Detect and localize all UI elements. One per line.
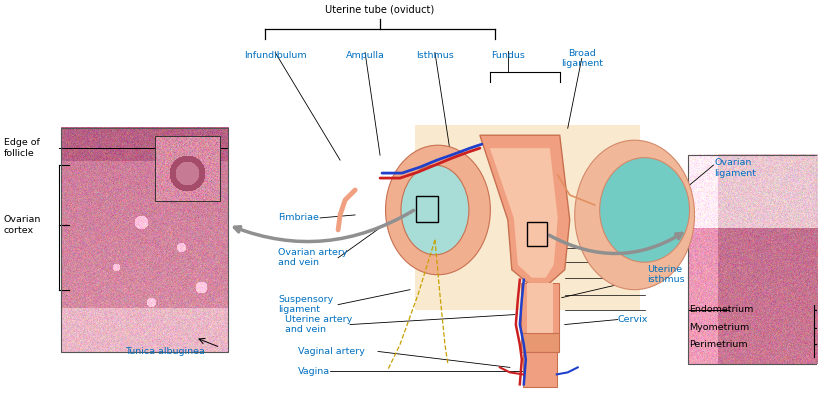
Text: Isthmus: Isthmus bbox=[416, 51, 454, 59]
Text: Vaginal artery: Vaginal artery bbox=[299, 347, 365, 356]
Text: Uterine tube (oviduct): Uterine tube (oviduct) bbox=[326, 5, 434, 15]
Text: Uterine
isthmus: Uterine isthmus bbox=[648, 265, 685, 285]
Text: Ampulla: Ampulla bbox=[346, 51, 384, 59]
Polygon shape bbox=[480, 135, 569, 285]
Text: Edge of
follicle: Edge of follicle bbox=[4, 138, 39, 158]
Text: Ovarian
ligament: Ovarian ligament bbox=[714, 158, 757, 178]
Ellipse shape bbox=[401, 165, 469, 255]
Text: Vagina: Vagina bbox=[299, 367, 330, 376]
Polygon shape bbox=[415, 125, 640, 310]
Ellipse shape bbox=[600, 158, 690, 262]
Bar bbox=[523, 353, 557, 387]
Text: Fimbriae: Fimbriae bbox=[278, 213, 319, 222]
Text: Infundibulum: Infundibulum bbox=[244, 51, 307, 59]
Bar bbox=[155, 136, 220, 201]
Text: Cervix: Cervix bbox=[618, 315, 648, 324]
Text: Ovarian artery
and vein: Ovarian artery and vein bbox=[278, 248, 348, 268]
Bar bbox=[527, 222, 546, 246]
Text: Ovarian
cortex: Ovarian cortex bbox=[4, 215, 41, 235]
Bar bbox=[61, 128, 228, 353]
Text: Broad
ligament: Broad ligament bbox=[560, 48, 603, 68]
Bar bbox=[416, 196, 438, 222]
Text: Uterine artery
and vein: Uterine artery and vein bbox=[285, 315, 353, 334]
Bar bbox=[527, 283, 553, 332]
Text: Myometrium: Myometrium bbox=[690, 323, 750, 332]
Text: Suspensory
ligament: Suspensory ligament bbox=[278, 295, 334, 314]
Text: Endometrium: Endometrium bbox=[690, 305, 754, 314]
Text: Fundus: Fundus bbox=[491, 51, 525, 59]
Ellipse shape bbox=[575, 140, 694, 290]
Bar bbox=[521, 332, 559, 353]
Ellipse shape bbox=[385, 145, 490, 275]
Text: Tunica albuginea: Tunica albuginea bbox=[125, 347, 205, 356]
Bar bbox=[521, 283, 559, 332]
Text: Perimetrium: Perimetrium bbox=[690, 340, 748, 349]
Polygon shape bbox=[490, 148, 558, 278]
Bar bbox=[687, 155, 817, 364]
